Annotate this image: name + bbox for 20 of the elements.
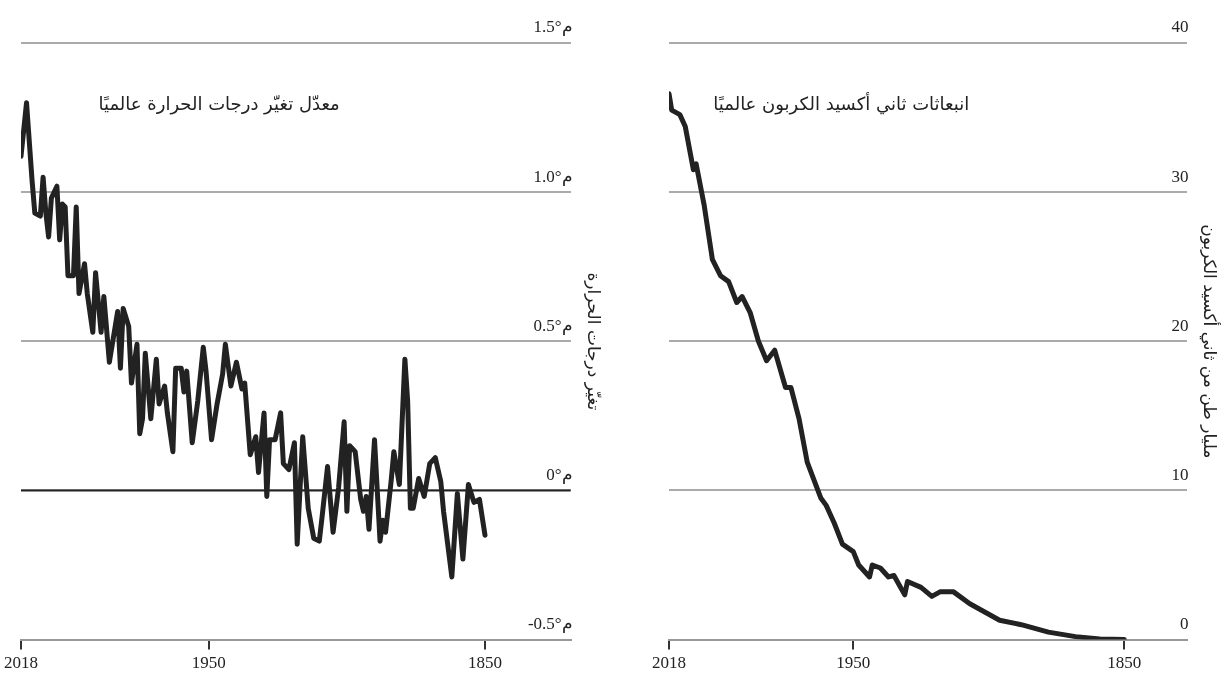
y-tick-label: 1.5°م xyxy=(533,17,573,38)
y-tick-label: 20 xyxy=(1171,315,1189,335)
y-axis-title: تغيّر درجات الحرارة xyxy=(584,272,605,411)
x-tick-label: 2018 xyxy=(652,653,686,673)
y-tick-label: 30 xyxy=(1171,166,1189,186)
x-tick-label: 1850 xyxy=(1107,653,1142,673)
y-tick-label: -0.5°م xyxy=(527,614,573,635)
y-axis-title: مليار طن من ثاني أكسيد الكربون xyxy=(1199,224,1222,459)
x-tick-label: 2018 xyxy=(4,653,38,673)
text: انبعاثات ثاني أكسيد الكربون عالميًا xyxy=(713,91,970,115)
y-tick-label: 1.0°م xyxy=(533,166,573,187)
x-tick-label: 1850 xyxy=(467,653,502,673)
y-tick-label: 0°م xyxy=(546,464,573,485)
text: معدّل تغيّر درجات الحرارة عالميًا xyxy=(98,92,340,115)
y-tick-label: 0.5°م xyxy=(533,315,573,336)
y-tick-label: 40 xyxy=(1171,17,1189,37)
x-tick-label: 1950 xyxy=(191,653,226,673)
y-tick-label: 0 xyxy=(1180,614,1189,634)
x-tick-label: 1950 xyxy=(836,653,871,673)
y-tick-label: 10 xyxy=(1171,464,1189,484)
